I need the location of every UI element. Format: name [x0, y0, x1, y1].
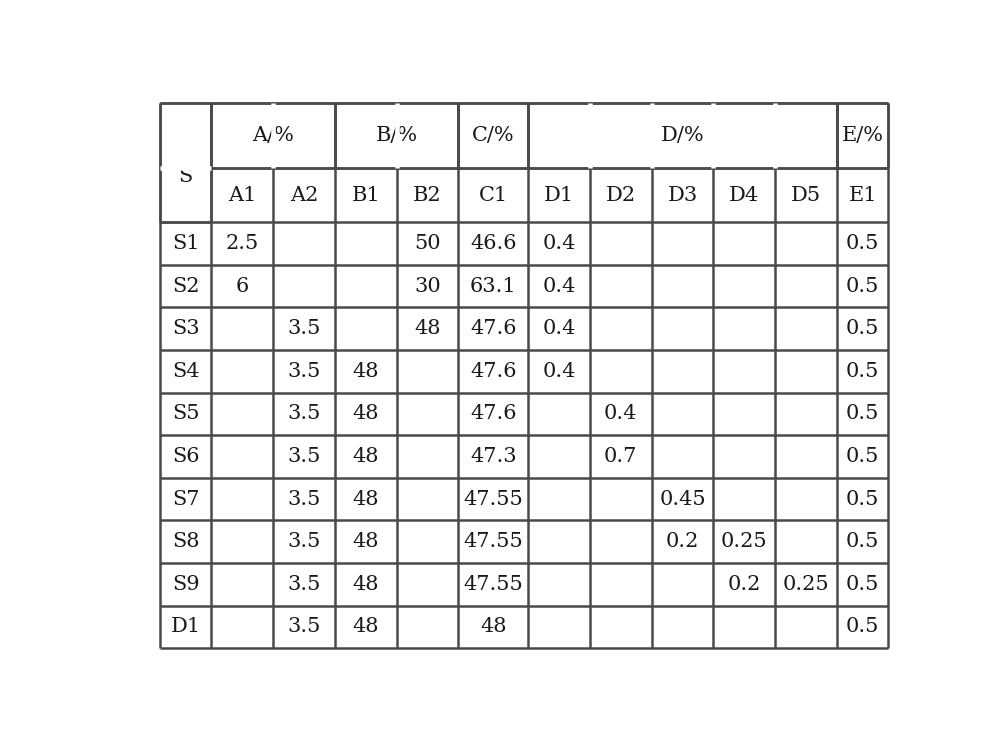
- Text: E1: E1: [848, 186, 877, 204]
- Text: A2: A2: [290, 186, 318, 204]
- Text: 0.4: 0.4: [542, 362, 576, 381]
- Text: 3.5: 3.5: [287, 532, 321, 551]
- Text: 47.6: 47.6: [470, 362, 516, 381]
- Text: 0.7: 0.7: [604, 447, 637, 466]
- Text: S9: S9: [172, 575, 199, 594]
- Text: 3.5: 3.5: [287, 319, 321, 338]
- Text: 3.5: 3.5: [287, 404, 321, 424]
- Text: 6: 6: [236, 277, 249, 295]
- Text: 46.6: 46.6: [470, 234, 516, 253]
- Text: S1: S1: [172, 234, 199, 253]
- Text: 48: 48: [414, 319, 441, 338]
- Text: 63.1: 63.1: [470, 277, 517, 295]
- Text: 0.4: 0.4: [542, 234, 576, 253]
- Text: 48: 48: [353, 532, 379, 551]
- Text: A/%: A/%: [252, 126, 294, 145]
- Text: 0.5: 0.5: [846, 575, 879, 594]
- Text: 3.5: 3.5: [287, 618, 321, 636]
- Text: S6: S6: [172, 447, 199, 466]
- Text: D/%: D/%: [661, 126, 704, 145]
- Text: E/%: E/%: [842, 126, 884, 145]
- Text: 0.4: 0.4: [604, 404, 637, 424]
- Text: 48: 48: [353, 362, 379, 381]
- Text: 47.55: 47.55: [463, 575, 523, 594]
- Text: D1: D1: [544, 186, 574, 204]
- Text: D3: D3: [667, 186, 698, 204]
- Text: 0.5: 0.5: [846, 404, 879, 424]
- Text: S5: S5: [172, 404, 199, 424]
- Text: 47.55: 47.55: [463, 532, 523, 551]
- Text: 0.4: 0.4: [542, 277, 576, 295]
- Text: 48: 48: [353, 404, 379, 424]
- Text: B/%: B/%: [376, 126, 418, 145]
- Text: D1: D1: [170, 618, 201, 636]
- Text: S7: S7: [172, 489, 199, 508]
- Text: 3.5: 3.5: [287, 362, 321, 381]
- Text: 47.6: 47.6: [470, 404, 516, 424]
- Text: S8: S8: [172, 532, 199, 551]
- Text: 0.2: 0.2: [728, 575, 761, 594]
- Text: 0.5: 0.5: [846, 447, 879, 466]
- Text: 0.5: 0.5: [846, 489, 879, 508]
- Text: 0.5: 0.5: [846, 532, 879, 551]
- Text: 0.5: 0.5: [846, 362, 879, 381]
- Text: 0.5: 0.5: [846, 234, 879, 253]
- Text: 3.5: 3.5: [287, 447, 321, 466]
- Text: 3.5: 3.5: [287, 489, 321, 508]
- Text: 0.5: 0.5: [846, 277, 879, 295]
- Text: 47.3: 47.3: [470, 447, 517, 466]
- Text: 47.6: 47.6: [470, 319, 516, 338]
- Text: 50: 50: [414, 234, 441, 253]
- Text: C/%: C/%: [472, 126, 515, 145]
- Text: S3: S3: [172, 319, 199, 338]
- Text: 2.5: 2.5: [226, 234, 259, 253]
- Text: S2: S2: [172, 277, 199, 295]
- Text: 3.5: 3.5: [287, 575, 321, 594]
- Text: 0.5: 0.5: [846, 319, 879, 338]
- Text: 30: 30: [414, 277, 441, 295]
- Text: A1: A1: [228, 186, 256, 204]
- Text: C1: C1: [479, 186, 508, 204]
- Text: B2: B2: [413, 186, 442, 204]
- Text: 0.2: 0.2: [666, 532, 699, 551]
- Text: 48: 48: [353, 575, 379, 594]
- Text: D4: D4: [729, 186, 759, 204]
- Text: B1: B1: [351, 186, 380, 204]
- Text: 0.25: 0.25: [783, 575, 829, 594]
- Text: S: S: [178, 168, 193, 186]
- Text: 47.55: 47.55: [463, 489, 523, 508]
- Text: 0.45: 0.45: [659, 489, 706, 508]
- Text: D2: D2: [606, 186, 636, 204]
- Text: 0.25: 0.25: [721, 532, 768, 551]
- Text: 48: 48: [480, 618, 506, 636]
- Text: 48: 48: [353, 489, 379, 508]
- Text: 0.4: 0.4: [542, 319, 576, 338]
- Text: 48: 48: [353, 618, 379, 636]
- Text: S4: S4: [172, 362, 199, 381]
- Text: D5: D5: [791, 186, 821, 204]
- Text: 48: 48: [353, 447, 379, 466]
- Text: 0.5: 0.5: [846, 618, 879, 636]
